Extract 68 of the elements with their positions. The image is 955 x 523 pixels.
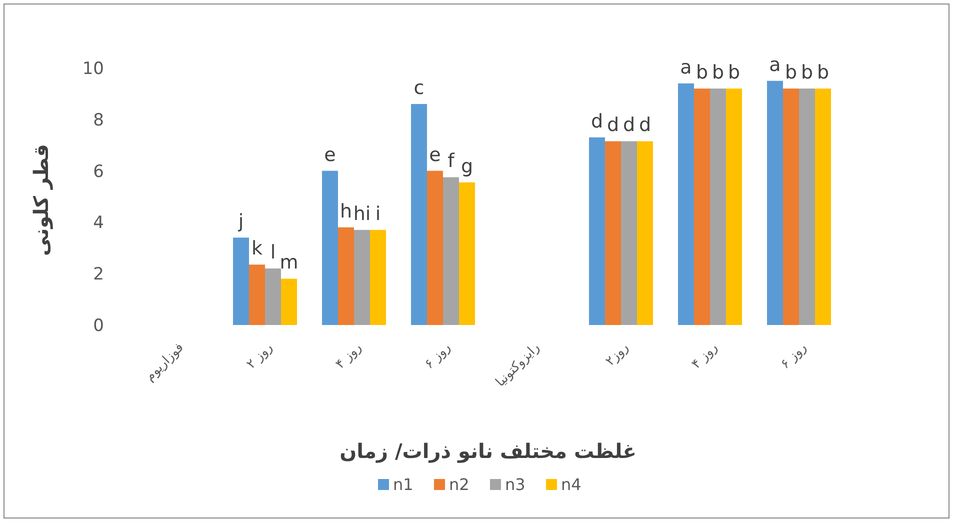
y-tick-label: 0: [93, 316, 104, 336]
bar: [233, 238, 249, 325]
data-label: b: [712, 62, 724, 84]
bar: [265, 268, 281, 325]
x-tick-label: فوزاریوم: [142, 340, 187, 384]
data-label: e: [324, 144, 336, 166]
data-label: g: [460, 155, 474, 178]
y-tick-label: 6: [93, 162, 104, 182]
data-label: hi: [353, 202, 371, 225]
x-tick-label: ۴ روز: [333, 340, 365, 372]
data-label: b: [816, 62, 830, 84]
y-axis-title: قطر کلونی: [29, 144, 53, 256]
y-tick-label: 10: [82, 59, 104, 79]
data-label: b: [784, 62, 798, 84]
bar: [726, 88, 742, 325]
x-tick-label: ۲روز: [602, 340, 632, 370]
data-label: f: [448, 150, 456, 172]
data-label: d: [606, 114, 620, 136]
x-tick-label: ۴ روز: [689, 340, 721, 372]
bar: [443, 177, 459, 325]
legend-label: n2: [449, 475, 470, 494]
bar: [249, 264, 265, 325]
data-label: k: [251, 238, 263, 260]
data-label: a: [769, 54, 781, 76]
data-label: l: [270, 241, 276, 264]
data-label: d: [590, 110, 604, 132]
data-label: b: [800, 62, 814, 84]
legend-label: n4: [561, 475, 582, 494]
bar: [815, 88, 831, 325]
bar: [411, 104, 427, 325]
data-label: b: [696, 62, 708, 84]
x-tick-label: ۶ روز: [778, 340, 810, 372]
y-tick-label: 8: [93, 110, 104, 130]
bar: [370, 230, 386, 325]
bar: [589, 137, 605, 325]
bar: [694, 88, 710, 325]
x-tick-label: ۶ روز: [422, 340, 454, 372]
bar: [637, 141, 653, 325]
x-axis-title: غلظت مختلف نانو ذرات/ زمان: [340, 439, 636, 463]
legend-label: n3: [505, 475, 526, 494]
bar: [678, 83, 694, 325]
bar: [354, 230, 370, 325]
data-label: c: [414, 76, 424, 99]
data-label: d: [622, 114, 636, 136]
bar: [767, 80, 783, 325]
bar: [427, 170, 443, 325]
data-label: e: [429, 144, 441, 166]
bar: [783, 88, 799, 325]
bar: [605, 141, 621, 325]
bar: [338, 227, 354, 325]
x-tick-label: ۲ روز: [244, 340, 276, 372]
bar: [799, 88, 815, 325]
data-label: a: [680, 56, 692, 78]
data-label: i: [375, 202, 381, 225]
data-label: b: [728, 62, 740, 84]
y-tick-label: 4: [93, 213, 104, 234]
bar: [281, 278, 297, 325]
data-label: m: [280, 252, 298, 274]
bar: [710, 88, 726, 325]
data-label: j: [237, 210, 244, 233]
legend-label: n1: [393, 475, 414, 494]
data-label: d: [638, 114, 652, 136]
bar: [459, 182, 475, 325]
bar: [322, 170, 338, 325]
bar: [621, 141, 637, 325]
y-tick-label: 2: [93, 264, 104, 285]
data-label: h: [340, 200, 352, 222]
x-tick-label: رایزوکتونیا: [493, 340, 543, 390]
